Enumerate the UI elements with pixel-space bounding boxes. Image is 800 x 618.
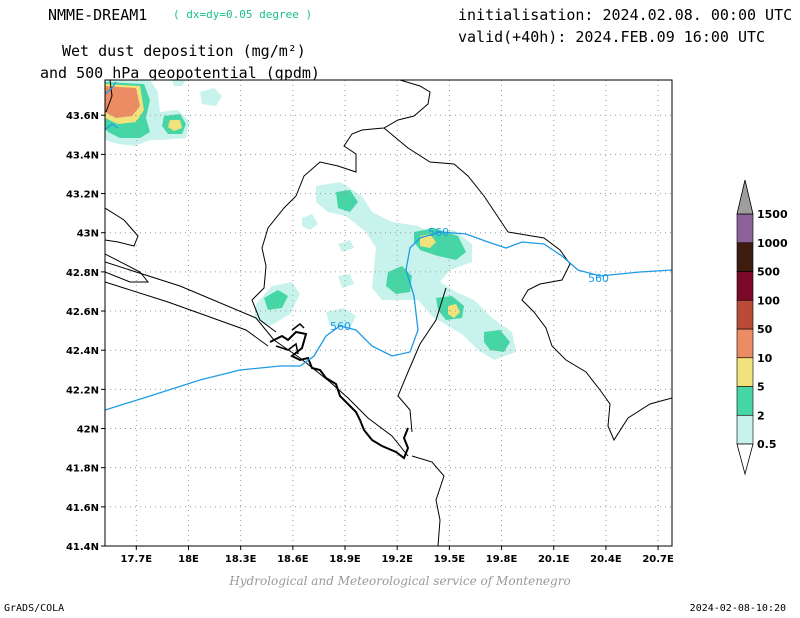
colorbar-level-label: 50	[757, 323, 773, 336]
lon-tick-label: 20.7E	[642, 554, 674, 565]
colorbar-level-label: 10	[757, 352, 773, 365]
colorbar-swatch	[736, 357, 754, 387]
timestamp-label: 2024-02-08-10:20	[689, 603, 786, 614]
deposition-area	[302, 214, 318, 230]
deposition-area	[338, 274, 354, 288]
deposition-area	[316, 182, 516, 360]
colorbar-level-label: 500	[757, 266, 780, 279]
colorbar-level-label: 1500	[757, 208, 788, 221]
colorbar-swatch	[736, 271, 754, 301]
lat-tick-label: 42.6N	[66, 307, 99, 318]
deposition-area	[105, 86, 140, 118]
deposition-area	[420, 234, 436, 248]
colorbar-swatch	[736, 213, 754, 244]
colorbar-level-label: 0.5	[757, 438, 777, 451]
contour-label: 560	[428, 226, 449, 239]
deposition-area	[200, 88, 222, 106]
lat-tick-label: 41.4N	[66, 542, 99, 553]
colorbar-level-label: 1000	[757, 237, 788, 250]
lat-tick-label: 43.6N	[66, 111, 99, 122]
deposition-area	[264, 290, 288, 310]
latitude-labels: 41.4N 41.6N 41.8N 42N 42.2N 42.4N 42.6N 42.8N 43…	[66, 111, 105, 553]
dust-deposition-field	[105, 80, 516, 360]
colorbar: 0.5 2 5 10 50 100 500 1000 1500	[736, 179, 788, 476]
map-border	[104, 79, 673, 547]
lon-tick-label: 19.2E	[381, 554, 413, 565]
lon-tick-label: 17.7E	[121, 554, 153, 565]
lon-tick-label: 18.9E	[329, 554, 361, 565]
deposition-area	[326, 308, 356, 328]
lat-tick-label: 42.4N	[66, 346, 99, 357]
map-title-line1: Wet dust deposition (mg/m²)	[62, 42, 306, 60]
map-area	[105, 80, 672, 546]
lat-tick-label: 43.4N	[66, 150, 99, 161]
colorbar-swatch	[736, 328, 754, 359]
lon-tick-label: 20.1E	[538, 554, 570, 565]
deposition-area	[338, 240, 354, 252]
contour-label: 560	[330, 320, 351, 333]
coastline	[269, 330, 410, 460]
contour-label: 560	[588, 272, 609, 285]
software-label: GrADS/COLA	[4, 603, 65, 614]
coastline	[275, 323, 305, 355]
lon-tick-label: 18.6E	[277, 554, 309, 565]
colorbar-bottom-arrow	[736, 443, 754, 476]
map-content: 560 560 560	[105, 80, 672, 546]
lat-tick-label: 43.2N	[66, 190, 99, 201]
lat-tick-label: 41.8N	[66, 464, 99, 475]
deposition-area	[448, 304, 460, 318]
longitude-labels: 17.7E 18E 18.3E 18.6E 18.9E 19.2E 19.5E 19.8E 20…	[121, 546, 674, 565]
colorbar-top-arrow	[736, 179, 754, 215]
deposition-area	[484, 330, 510, 352]
lon-tick-label: 18.3E	[225, 554, 257, 565]
deposition-area	[172, 80, 186, 86]
map-title-line2: and 500 hPa geopotential (gpdm)	[40, 64, 320, 82]
model-name: NMME-DREAM1	[48, 6, 148, 24]
lat-tick-label: 43N	[77, 229, 99, 240]
colorbar-level-label: 100	[757, 294, 780, 307]
country-borders	[105, 80, 672, 546]
credit-line: Hydrological and Meteorological service …	[229, 574, 571, 588]
colorbar-swatch	[736, 242, 754, 272]
init-time: initialisation: 2024.02.08. 00:00 UTC	[458, 6, 793, 24]
colorbar-level-label: 5	[757, 381, 765, 394]
colorbar-level-label: 2	[757, 409, 765, 422]
lon-tick-label: 19.5E	[434, 554, 466, 565]
deposition-area	[386, 266, 412, 294]
colorbar-swatch	[736, 414, 754, 445]
lat-tick-label: 42.2N	[66, 385, 99, 396]
valid-time: valid(+40h): 2024.FEB.09 16:00 UTC	[458, 28, 766, 46]
lat-tick-label: 42N	[77, 425, 99, 436]
geopotential-contour	[105, 81, 672, 411]
deposition-area	[168, 120, 182, 131]
lon-tick-label: 20.4E	[590, 554, 622, 565]
resolution-label: ( dx=dy=0.05 degree )	[173, 8, 313, 21]
colorbar-swatch	[736, 386, 754, 416]
lat-tick-label: 41.6N	[66, 503, 99, 514]
lon-tick-label: 18E	[178, 554, 199, 565]
deposition-area	[336, 190, 358, 212]
colorbar-swatch	[736, 299, 754, 330]
lat-tick-label: 42.8N	[66, 268, 99, 279]
lon-tick-label: 19.8E	[486, 554, 518, 565]
